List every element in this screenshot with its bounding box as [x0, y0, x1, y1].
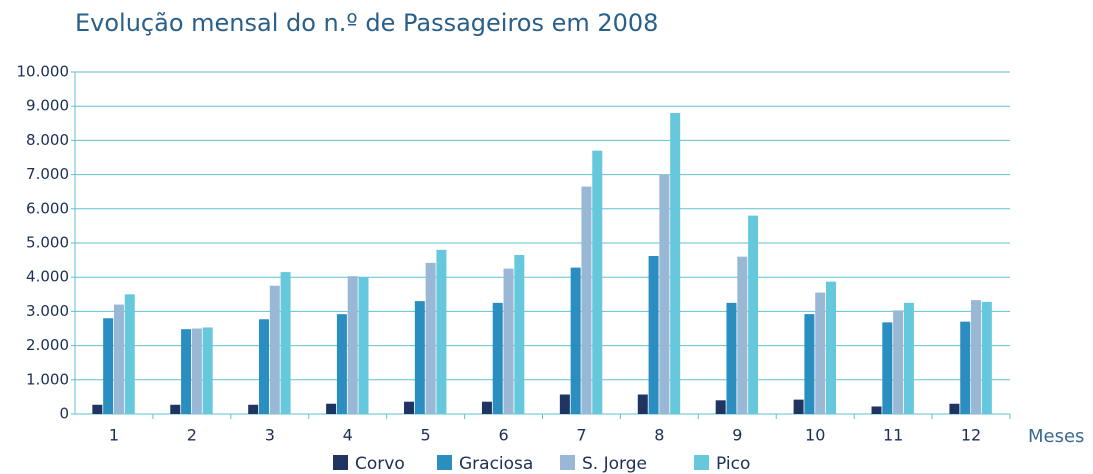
bar: [269, 285, 280, 414]
bar: [124, 294, 135, 414]
bar: [358, 277, 369, 414]
y-tick-label: 0: [59, 405, 69, 423]
legend-label: Corvo: [355, 454, 405, 474]
legend-swatch: [560, 455, 575, 470]
bar: [893, 310, 904, 414]
x-tick-label: 8: [654, 426, 664, 445]
y-tick-label: 3.000: [26, 302, 69, 320]
y-tick-label: 6.000: [26, 199, 69, 217]
bar: [326, 403, 337, 414]
x-tick-label: 7: [576, 426, 586, 445]
y-tick-label: 1.000: [26, 370, 69, 388]
bar: [971, 300, 982, 414]
bar: [481, 401, 492, 414]
bar: [280, 272, 291, 414]
bar: [981, 301, 992, 414]
x-tick-label: 12: [961, 426, 981, 445]
bar: [960, 321, 971, 414]
legend-swatch: [437, 455, 452, 470]
x-tick-label: 2: [187, 426, 197, 445]
bar: [871, 406, 882, 414]
bar: [903, 302, 914, 414]
bar: [826, 281, 837, 414]
bar: [592, 150, 603, 414]
x-tick-label: 5: [421, 426, 431, 445]
bar: [503, 268, 514, 414]
y-tick-label: 5.000: [26, 234, 69, 252]
bar: [170, 404, 181, 414]
bar: [793, 399, 804, 414]
y-tick-label: 9.000: [26, 97, 69, 115]
bar: [659, 174, 670, 414]
legend-swatch: [333, 455, 348, 470]
bar: [347, 276, 358, 414]
bar: [670, 113, 681, 414]
x-tick-label: 6: [498, 426, 508, 445]
legend-swatch: [694, 455, 709, 470]
bar: [202, 327, 213, 414]
y-tick-label: 8.000: [26, 131, 69, 149]
bar: [181, 329, 192, 414]
legend-label: Pico: [716, 454, 750, 474]
bar: [492, 302, 503, 414]
bar: [949, 403, 960, 414]
bar: [737, 256, 748, 414]
x-tick-label: 3: [265, 426, 275, 445]
bar: [715, 400, 726, 414]
bar: [815, 292, 826, 414]
x-tick-label: 10: [805, 426, 825, 445]
x-tick-label: 11: [883, 426, 903, 445]
bar: [648, 255, 659, 414]
bar: [113, 304, 124, 414]
x-tick-label: 1: [109, 426, 119, 445]
bar: [258, 319, 269, 414]
bar: [637, 394, 648, 414]
bar: [414, 301, 425, 414]
bar: [425, 262, 436, 414]
bar: [404, 401, 415, 414]
legend-label: Graciosa: [459, 454, 533, 474]
bar: [726, 302, 737, 414]
y-tick-label: 7.000: [26, 165, 69, 183]
legend-label: S. Jorge: [582, 454, 647, 474]
bar: [559, 394, 570, 414]
bar: [804, 314, 815, 414]
bar: [436, 249, 447, 414]
bar: [882, 322, 893, 414]
y-tick-label: 10.000: [17, 63, 70, 81]
bar: [581, 186, 592, 414]
bar: [748, 215, 759, 414]
bar: [92, 404, 103, 414]
chart-title: Evolução mensal do n.º de Passageiros em…: [75, 9, 658, 37]
x-tick-label: 4: [343, 426, 353, 445]
bar: [103, 318, 114, 414]
bar: [248, 404, 259, 414]
x-tick-label: 9: [732, 426, 742, 445]
y-tick-label: 2.000: [26, 336, 69, 354]
bar: [514, 254, 525, 414]
x-axis-label: Meses: [1028, 426, 1084, 447]
bar: [336, 314, 347, 414]
bar: [191, 328, 202, 414]
bar: [570, 267, 581, 414]
y-tick-label: 4.000: [26, 268, 69, 286]
